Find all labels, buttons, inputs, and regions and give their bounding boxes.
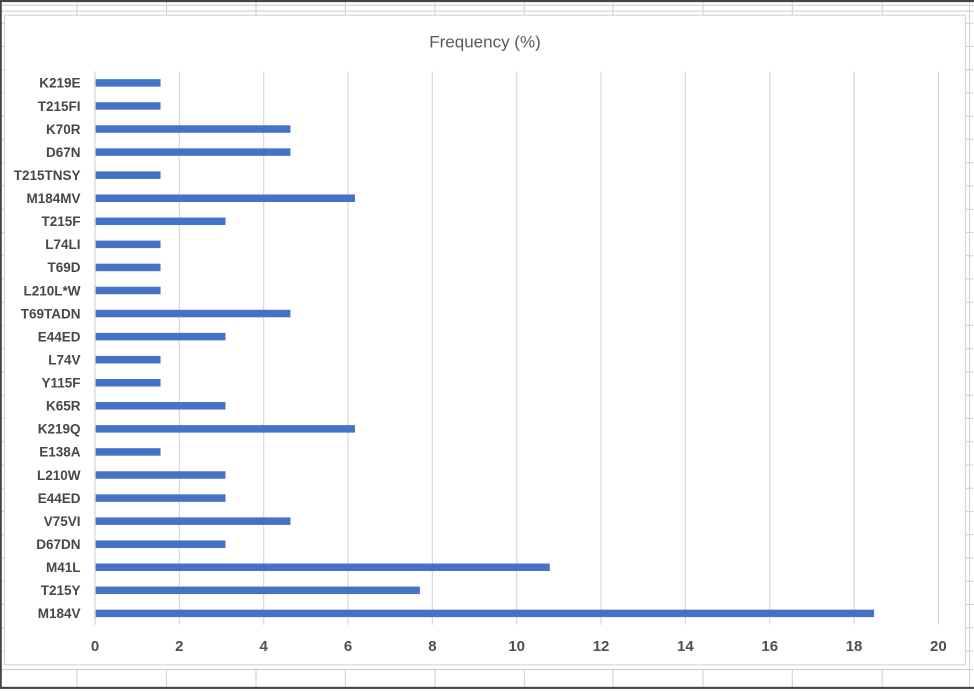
- svg-text:L210L*W: L210L*W: [23, 283, 80, 298]
- svg-text:6: 6: [344, 638, 352, 655]
- svg-text:T215TNSY: T215TNSY: [14, 168, 81, 183]
- svg-text:T215FI: T215FI: [38, 99, 81, 114]
- svg-text:14: 14: [677, 638, 694, 655]
- svg-text:M184V: M184V: [38, 606, 81, 621]
- svg-text:L74LI: L74LI: [45, 237, 80, 252]
- svg-text:T215F: T215F: [41, 214, 80, 229]
- svg-text:K219E: K219E: [39, 76, 80, 91]
- svg-text:18: 18: [846, 638, 863, 655]
- svg-text:K219Q: K219Q: [38, 422, 81, 437]
- svg-text:M184MV: M184MV: [26, 191, 80, 206]
- svg-text:D67DN: D67DN: [36, 537, 80, 552]
- svg-text:E138A: E138A: [39, 445, 81, 460]
- svg-text:4: 4: [260, 638, 269, 655]
- svg-text:8: 8: [428, 638, 436, 655]
- svg-text:M41L: M41L: [46, 560, 81, 575]
- svg-text:K65R: K65R: [46, 399, 81, 414]
- svg-text:E44ED: E44ED: [38, 329, 81, 344]
- svg-text:L210W: L210W: [37, 468, 81, 483]
- svg-text:E44ED: E44ED: [38, 491, 81, 506]
- svg-text:T69TADN: T69TADN: [21, 306, 81, 321]
- svg-text:16: 16: [761, 638, 778, 655]
- svg-text:T69D: T69D: [47, 260, 80, 275]
- svg-text:12: 12: [593, 638, 610, 655]
- svg-text:20: 20: [930, 638, 947, 655]
- svg-text:Y115F: Y115F: [41, 376, 80, 391]
- svg-text:Frequency (%): Frequency (%): [429, 32, 540, 51]
- svg-text:V75VI: V75VI: [44, 514, 81, 529]
- svg-text:L74V: L74V: [48, 352, 80, 367]
- svg-text:2: 2: [175, 638, 183, 655]
- svg-text:T215Y: T215Y: [41, 583, 81, 598]
- svg-text:K70R: K70R: [46, 122, 81, 137]
- svg-text:D67N: D67N: [46, 145, 81, 160]
- svg-text:0: 0: [91, 638, 99, 655]
- svg-text:10: 10: [508, 638, 525, 655]
